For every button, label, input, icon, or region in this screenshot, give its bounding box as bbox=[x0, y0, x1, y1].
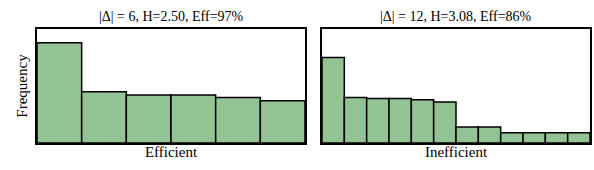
svg-text:|Δ| = 6, H=2.50, Eff=97%: |Δ| = 6, H=2.50, Eff=97% bbox=[99, 9, 244, 24]
svg-text:Efficient: Efficient bbox=[145, 144, 198, 160]
svg-text:Inefficient: Inefficient bbox=[425, 144, 488, 160]
svg-text:Frequency: Frequency bbox=[14, 54, 30, 118]
svg-text:|Δ| = 12, H=3.08, Eff=86%: |Δ| = 12, H=3.08, Eff=86% bbox=[380, 9, 532, 24]
